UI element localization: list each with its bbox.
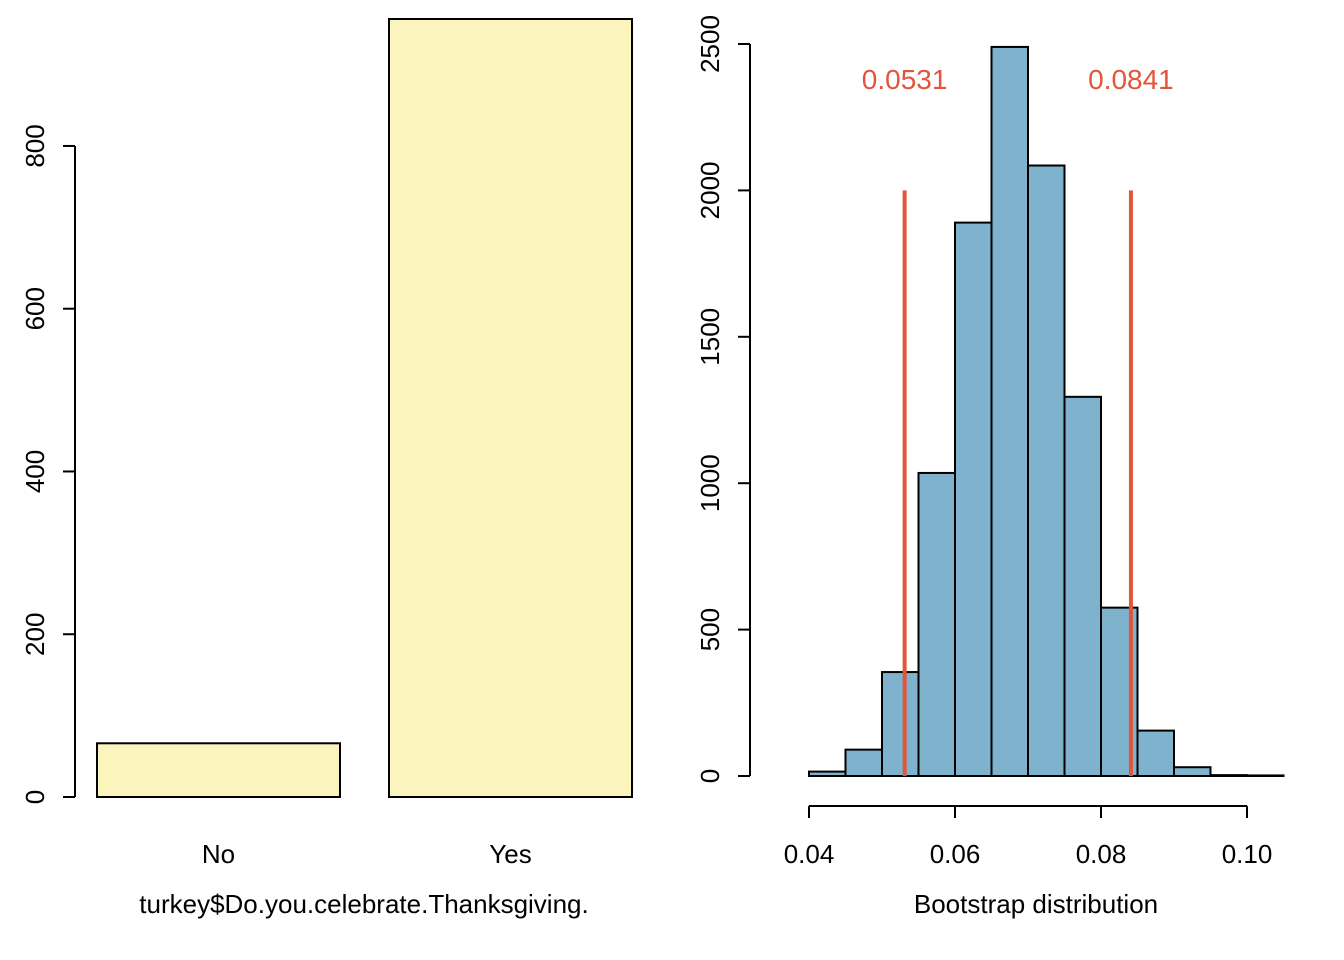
y-tick-label: 400	[20, 450, 50, 493]
histogram-bin-0	[808, 770, 847, 777]
x-tick-label-yes: Yes	[489, 839, 531, 869]
histogram-bin-11	[1209, 774, 1248, 777]
ci-label-upper: 0.0841	[1088, 64, 1174, 95]
histogram-bin-7	[1063, 395, 1102, 777]
y-tick-label: 800	[20, 124, 50, 167]
y-tick-label: 0	[20, 790, 50, 804]
histogram-bin-3	[917, 471, 956, 777]
y-tick-label: 1000	[695, 454, 725, 512]
y-tick-label: 2500	[695, 15, 725, 73]
y-tick-label: 200	[20, 613, 50, 656]
x-tick-label: 0.06	[930, 839, 981, 869]
y-tick-label: 2000	[695, 161, 725, 219]
histogram-bin-1	[844, 748, 883, 778]
x-axis-title: Bootstrap distribution	[914, 889, 1158, 919]
histogram-bin-10	[1173, 766, 1212, 778]
histogram-bin-9	[1136, 729, 1175, 778]
x-axis-title: turkey$Do.you.celebrate.Thanksgiving.	[139, 889, 588, 919]
histogram-panel: 0.04 0.06 0.08 0.10 0 500 1000 1500 2000 2500 Boot…	[695, 15, 1285, 919]
histogram-bin-2	[881, 671, 920, 778]
bar-no	[96, 742, 341, 798]
x-tick-label: 0.04	[784, 839, 835, 869]
histogram-bin-12	[1246, 774, 1285, 778]
x-tick-label-no: No	[202, 839, 235, 869]
y-tick-label: 0	[695, 769, 725, 783]
y-tick-label: 500	[695, 608, 725, 651]
histogram-bin-4	[954, 221, 993, 778]
ci-label-lower: 0.0531	[862, 64, 948, 95]
y-tick-label: 600	[20, 287, 50, 330]
y-tick-label: 1500	[695, 308, 725, 366]
x-tick-label: 0.10	[1222, 839, 1273, 869]
x-tick-label: 0.08	[1076, 839, 1127, 869]
histogram-bin-5	[990, 45, 1029, 778]
histogram-bin-6	[1027, 164, 1066, 777]
barplot-panel: No Yes 0 200 400 600 800 turkey$Do.you.celebrat…	[20, 18, 633, 919]
bar-yes	[388, 18, 633, 798]
